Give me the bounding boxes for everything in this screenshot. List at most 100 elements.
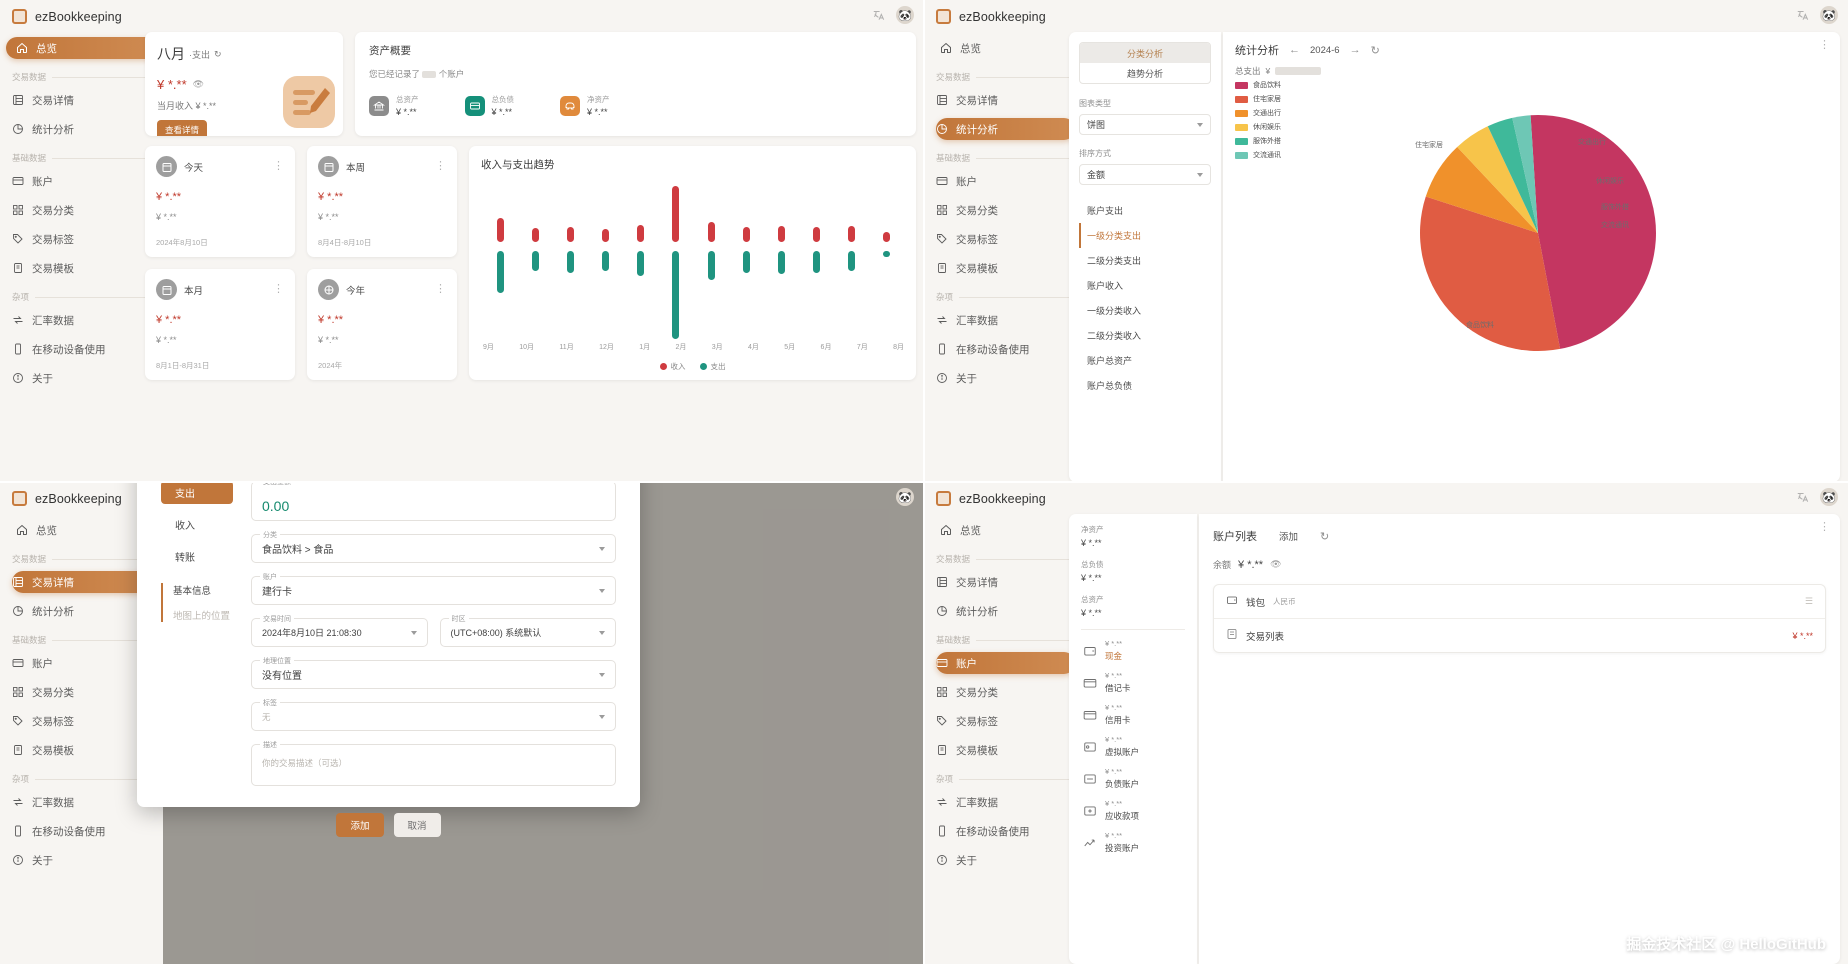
cancel-button[interactable]: 取消 (393, 813, 441, 837)
pie-slice[interactable] (1457, 126, 1538, 233)
language-icon[interactable] (872, 8, 886, 22)
menu-item-primary-category-expense[interactable]: 一级分类支出 (1079, 223, 1211, 248)
language-icon[interactable] (1796, 8, 1810, 22)
pie-slice[interactable] (1425, 146, 1538, 233)
sidebar-item-mobile[interactable]: 在移动设备使用 (12, 338, 151, 360)
sidebar-item-mobile[interactable]: 在移动设备使用 (936, 820, 1075, 842)
account-transaction-list-row[interactable]: 交易列表 ¥ *.** (1214, 618, 1825, 652)
pie-legend-item[interactable]: 交流通讯 (1235, 150, 1281, 160)
view-details-button[interactable]: 查看详情 (157, 120, 208, 136)
tab-trend-analysis[interactable]: 趋势分析 (1126, 68, 1163, 79)
field-description[interactable]: 描述 你的交易描述（可选） (251, 740, 616, 786)
more-vertical-icon[interactable]: ⋮ (435, 160, 446, 173)
menu-item-account-income[interactable]: 账户收入 (1087, 281, 1124, 291)
type-income-button[interactable]: 收入 (175, 521, 195, 532)
menu-item-account-expense[interactable]: 账户支出 (1087, 206, 1124, 216)
sidebar-item-accounts[interactable]: 账户 (12, 170, 151, 192)
account-type-debt[interactable]: ¥ *.** 负债账户 (1081, 767, 1197, 790)
sidebar-item-statistics[interactable]: 统计分析 (12, 118, 151, 140)
sidebar-item-overview[interactable]: 总览 (930, 519, 1081, 541)
section-map-location[interactable]: 地图上的位置 (173, 611, 231, 622)
sidebar-item-mobile[interactable]: 在移动设备使用 (12, 820, 151, 842)
sidebar-item-categories[interactable]: 交易分类 (12, 681, 151, 703)
sidebar-item-categories[interactable]: 交易分类 (936, 199, 1075, 221)
tab-category-analysis[interactable]: 分类分析 (1080, 43, 1210, 63)
sidebar-item-accounts[interactable]: 账户 (12, 652, 151, 674)
sidebar-item-tags[interactable]: 交易标签 (12, 228, 151, 250)
field-expense-amount[interactable]: 支出金额 0.00 (251, 482, 616, 521)
sidebar-item-about[interactable]: 关于 (936, 849, 1075, 871)
sidebar-item-exchange-rates[interactable]: 汇率数据 (936, 309, 1075, 331)
field-timezone[interactable]: 时区 (UTC+08:00) 系统默认 (439, 614, 616, 647)
sidebar-item-templates[interactable]: 交易模板 (936, 257, 1075, 279)
sidebar-item-categories[interactable]: 交易分类 (936, 681, 1075, 703)
menu-item-primary-category-income[interactable]: 一级分类收入 (1087, 306, 1142, 316)
pie-slice[interactable] (1530, 115, 1656, 349)
chevron-right-icon[interactable]: → (1349, 44, 1361, 56)
sidebar-item-tags[interactable]: 交易标签 (12, 710, 151, 732)
pie-slice[interactable] (1487, 117, 1538, 233)
pie-legend-item[interactable]: 住宅家居 (1235, 94, 1281, 104)
sidebar-item-about[interactable]: 关于 (936, 367, 1075, 389)
sidebar-item-accounts[interactable]: 账户 (936, 652, 1075, 674)
section-basic-info[interactable]: 基本信息 (173, 586, 212, 597)
sidebar-item-overview[interactable]: 总览 (930, 37, 1081, 59)
sidebar-item-about[interactable]: 关于 (12, 849, 151, 871)
avatar[interactable]: 🐼 (896, 6, 914, 24)
avatar[interactable]: 🐼 (1820, 6, 1838, 24)
sidebar-item-templates[interactable]: 交易模板 (12, 739, 151, 761)
type-expense-button[interactable]: 支出 (161, 482, 233, 504)
pie-legend-item[interactable]: 交通出行 (1235, 108, 1281, 118)
account-type-receivable[interactable]: ¥ *.** 应收款项 (1081, 799, 1197, 822)
sidebar-item-overview[interactable]: 总览 (6, 37, 157, 59)
menu-item-secondary-category-expense[interactable]: 二级分类支出 (1087, 256, 1142, 266)
chart-type-select[interactable]: 饼图 (1079, 114, 1211, 135)
chevron-left-icon[interactable]: ← (1289, 44, 1300, 56)
sidebar-item-statistics[interactable]: 统计分析 (936, 118, 1075, 140)
sidebar-item-categories[interactable]: 交易分类 (12, 199, 151, 221)
field-geolocation[interactable]: 地理位置 没有位置 (251, 656, 616, 689)
more-vertical-icon[interactable]: ⋮ (435, 283, 446, 296)
refresh-icon[interactable]: ↻ (214, 48, 222, 59)
field-transaction-time[interactable]: 交易时间 2024年8月10日 21:08:30 (251, 614, 428, 647)
submit-button[interactable]: 添加 (336, 813, 384, 837)
sidebar-item-exchange-rates[interactable]: 汇率数据 (12, 791, 151, 813)
menu-item-secondary-category-income[interactable]: 二级分类收入 (1087, 331, 1142, 341)
more-vertical-icon[interactable]: ⋮ (273, 283, 284, 296)
field-tags[interactable]: 标签 无 (251, 698, 616, 731)
more-vertical-icon[interactable]: ⋮ (1819, 39, 1830, 51)
sidebar-item-transaction-details[interactable]: 交易详情 (936, 571, 1075, 593)
more-vertical-icon[interactable]: ⋮ (1819, 521, 1830, 533)
account-type-credit-card[interactable]: ¥ *.** 信用卡 (1081, 703, 1197, 726)
account-type-debit-card[interactable]: ¥ *.** 借记卡 (1081, 671, 1197, 694)
sidebar-item-overview[interactable]: 总览 (6, 519, 157, 541)
pie-slice[interactable] (1512, 115, 1538, 233)
sidebar-item-templates[interactable]: 交易模板 (936, 739, 1075, 761)
account-type-cash[interactable]: ¥ *.** 现金 (1081, 639, 1197, 662)
pie-legend-item[interactable]: 服饰外搭 (1235, 136, 1281, 146)
sidebar-item-tags[interactable]: 交易标签 (936, 228, 1075, 250)
sidebar-item-templates[interactable]: 交易模板 (12, 257, 151, 279)
account-card-header[interactable]: 钱包 人民币 ☰ (1214, 585, 1825, 618)
sidebar-item-statistics[interactable]: 统计分析 (12, 600, 151, 622)
add-account-button[interactable]: 添加 (1279, 532, 1299, 543)
sidebar-item-exchange-rates[interactable]: 汇率数据 (12, 309, 151, 331)
sidebar-item-accounts[interactable]: 账户 (936, 170, 1075, 192)
eye-icon[interactable]: 👁 (1270, 559, 1282, 569)
sidebar-item-exchange-rates[interactable]: 汇率数据 (936, 791, 1075, 813)
menu-item-account-total-liabilities[interactable]: 账户总负债 (1087, 381, 1133, 391)
language-icon[interactable] (1796, 490, 1810, 504)
pie-slice[interactable] (1420, 196, 1561, 351)
sidebar-item-mobile[interactable]: 在移动设备使用 (936, 338, 1075, 360)
sidebar-item-about[interactable]: 关于 (12, 367, 151, 389)
pie-legend-item[interactable]: 休闲娱乐 (1235, 122, 1281, 132)
sidebar-item-tags[interactable]: 交易标签 (936, 710, 1075, 732)
field-category[interactable]: 分类 食品饮料 > 食品 (251, 530, 616, 563)
refresh-icon[interactable]: ↻ (1370, 44, 1380, 57)
sidebar-item-transaction-details[interactable]: 交易详情 (12, 89, 151, 111)
eye-icon[interactable]: 👁 (192, 79, 205, 89)
account-type-investment[interactable]: ¥ *.** 投资账户 (1081, 831, 1197, 854)
sidebar-item-transaction-details[interactable]: 交易详情 (936, 89, 1075, 111)
account-type-virtual[interactable]: ¥ *.** 虚拟账户 (1081, 735, 1197, 758)
sort-by-select[interactable]: 金额 (1079, 164, 1211, 185)
